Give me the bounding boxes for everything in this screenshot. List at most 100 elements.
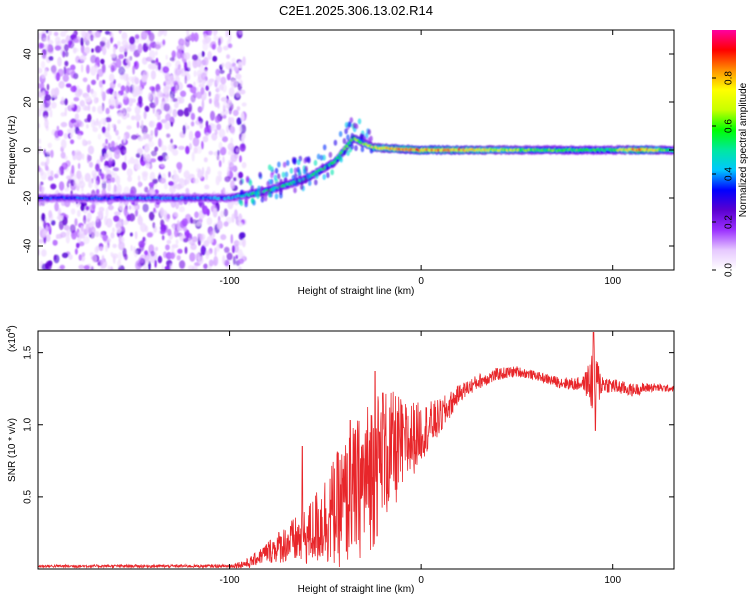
noise-cell <box>134 209 139 217</box>
noise-cell <box>53 31 59 37</box>
noise-cell <box>198 83 205 88</box>
noise-cell <box>159 207 165 217</box>
noise-cell <box>202 42 209 51</box>
snr-frame <box>37 330 675 570</box>
noise-cell <box>90 54 97 64</box>
noise-cell <box>144 250 149 256</box>
noise-cell <box>216 86 221 92</box>
noise-cell <box>178 44 185 51</box>
noise-cell <box>129 232 133 237</box>
noise-cell <box>64 30 69 34</box>
noise-cell <box>64 60 69 67</box>
transition-cell <box>271 186 276 193</box>
transition-cell <box>322 154 326 161</box>
noise-cell <box>70 64 76 71</box>
noise-cell <box>240 80 243 87</box>
noise-cell <box>98 80 103 88</box>
noise-cell <box>94 231 100 238</box>
noise-cell <box>106 39 110 50</box>
noise-cell <box>208 150 214 156</box>
noise-cell <box>116 93 121 98</box>
transition-cell <box>369 147 374 154</box>
noise-cell <box>237 61 243 69</box>
transition-cell <box>325 164 330 171</box>
noise-cell <box>201 244 206 255</box>
noise-cell <box>179 260 186 269</box>
noise-cell <box>100 231 105 239</box>
noise-cell <box>183 179 190 185</box>
noise-cell <box>114 211 121 216</box>
noise-cell <box>183 237 189 243</box>
noise-cell <box>184 75 187 84</box>
noise-cell <box>154 41 161 50</box>
noise-cell <box>190 112 196 121</box>
noise-cell <box>226 54 231 59</box>
noise-cell <box>94 65 99 73</box>
noise-cell <box>126 106 132 113</box>
noise-cell <box>68 119 74 129</box>
transition-cell <box>261 192 265 199</box>
noise-cell <box>123 73 128 82</box>
noise-cell <box>117 135 121 141</box>
noise-cell <box>42 229 47 238</box>
noise-cell <box>47 175 54 181</box>
noise-cell <box>55 234 59 240</box>
noise-cell <box>44 118 49 129</box>
noise-cell <box>80 30 86 36</box>
noise-cell <box>178 145 185 150</box>
noise-cell <box>66 181 70 189</box>
noise-cell <box>42 37 49 42</box>
noise-cell <box>40 161 46 166</box>
spectrogram-frame <box>37 29 675 271</box>
noise-cell <box>106 173 112 181</box>
noise-cell <box>239 89 246 95</box>
noise-cell <box>88 227 92 235</box>
noise-cell <box>142 236 146 242</box>
noise-cell <box>57 207 62 217</box>
noise-cell <box>160 163 165 168</box>
noise-cell <box>50 220 56 226</box>
noise-cell <box>111 123 116 129</box>
noise-cell <box>64 51 69 57</box>
colorbar-tick-label: 0.6 <box>724 119 735 133</box>
noise-cell <box>86 64 90 74</box>
noise-cell <box>140 119 144 129</box>
noise-cell <box>175 67 181 76</box>
noise-cell <box>194 130 201 139</box>
transition-cell <box>360 146 365 153</box>
noise-cell <box>107 142 111 150</box>
noise-cell <box>154 127 158 137</box>
noise-cell <box>181 218 188 227</box>
noise-cell <box>108 99 112 106</box>
transition-cell <box>342 149 347 156</box>
noise-cell <box>112 91 117 97</box>
colorbar-tick-label: 0.0 <box>724 263 735 277</box>
noise-cell <box>148 140 155 148</box>
noise-cell <box>235 73 242 80</box>
noise-cell <box>226 103 230 109</box>
noise-cell <box>194 253 200 260</box>
noise-cell <box>235 254 239 260</box>
noise-cell <box>70 169 75 177</box>
noise-cell <box>186 125 190 130</box>
noise-cell <box>72 47 77 54</box>
noise-cell <box>40 201 46 207</box>
noise-cell <box>80 37 84 47</box>
noise-cell <box>110 53 116 58</box>
noise-cell <box>157 255 163 264</box>
noise-cell <box>86 39 90 46</box>
noise-cell <box>198 214 205 219</box>
noise-cell <box>95 188 100 195</box>
noise-cell <box>201 140 204 150</box>
noise-cell <box>48 56 54 61</box>
noise-cell <box>74 154 78 160</box>
transition-cell <box>260 196 265 203</box>
transition-cell <box>306 156 311 163</box>
noise-cell <box>109 37 113 44</box>
noise-cell <box>165 61 172 68</box>
noise-cell <box>130 244 133 252</box>
noise-cell <box>41 249 47 257</box>
noise-cell <box>141 153 144 162</box>
transition-cell <box>258 171 262 178</box>
